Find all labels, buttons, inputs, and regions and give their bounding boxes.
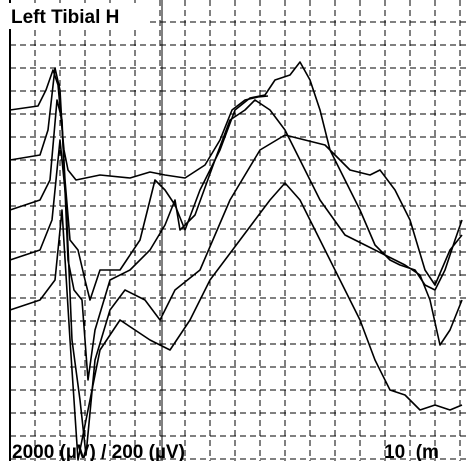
trace [9, 99, 463, 381]
sweep-label: 10 (m [384, 442, 439, 461]
trace [9, 134, 463, 456]
title-backdrop [8, 3, 148, 29]
sensitivity-label: 2000 (µV) / 200 (µV) [12, 442, 185, 461]
trace [9, 69, 269, 181]
trace [9, 182, 463, 461]
trace [9, 61, 463, 301]
title: Left Tibial H [11, 7, 119, 28]
